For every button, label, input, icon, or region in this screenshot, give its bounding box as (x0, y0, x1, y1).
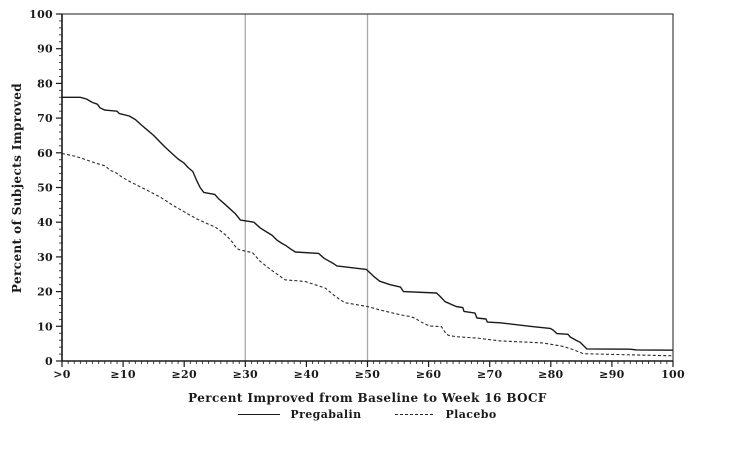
legend-item-placebo: Placebo (395, 408, 496, 421)
x-tick-labels: >0 ≥10 ≥20 ≥30 ≥40 ≥50 ≥60 ≥70 ≥80 ≥90 100 (53, 368, 685, 381)
y-tick-label: 0 (45, 355, 53, 368)
y-tick-label: 30 (37, 251, 53, 264)
x-tick-label: 100 (661, 368, 685, 381)
x-tick-label: ≥80 (538, 368, 563, 381)
y-tick-label: 100 (29, 8, 53, 21)
legend-label-placebo: Placebo (445, 408, 497, 421)
x-tick-label: ≥20 (171, 368, 196, 381)
legend-label-pregabalin: Pregabalin (290, 408, 362, 421)
series-line-pregabalin (62, 96, 674, 351)
x-tick-label: ≥40 (294, 368, 319, 381)
y-tick-label: 70 (37, 112, 53, 125)
y-tick-labels: 0 10 20 30 40 50 60 70 80 90 100 (29, 8, 53, 368)
x-tick-label: ≥60 (416, 368, 441, 381)
x-axis-title: Percent Improved from Baseline to Week 1… (188, 391, 547, 405)
solid-line-sample (238, 414, 281, 415)
dashed-line-sample (395, 413, 436, 416)
legend: Pregabalin Placebo (62, 408, 673, 421)
y-axis-ticks (56, 13, 62, 362)
y-tick-label: 40 (37, 216, 53, 229)
x-tick-label: ≥10 (110, 368, 135, 381)
y-tick-label: 50 (37, 182, 53, 195)
x-axis-ticks (61, 361, 674, 367)
y-tick-label: 90 (37, 43, 53, 56)
y-tick-label: 20 (37, 286, 53, 299)
y-tick-label: 80 (37, 77, 53, 90)
legend-item-pregabalin: Pregabalin (238, 408, 361, 421)
x-tick-label: ≥30 (233, 368, 258, 381)
y-axis-title: Percent of Subjects Improved (10, 82, 24, 294)
x-tick-label: ≥90 (599, 368, 624, 381)
x-tick-label: ≥50 (355, 368, 380, 381)
y-tick-label: 60 (37, 147, 53, 160)
x-tick-label: ≥70 (477, 368, 502, 381)
series-line-placebo (61, 152, 674, 357)
y-tick-label: 10 (37, 320, 53, 333)
x-tick-label: >0 (53, 368, 71, 381)
